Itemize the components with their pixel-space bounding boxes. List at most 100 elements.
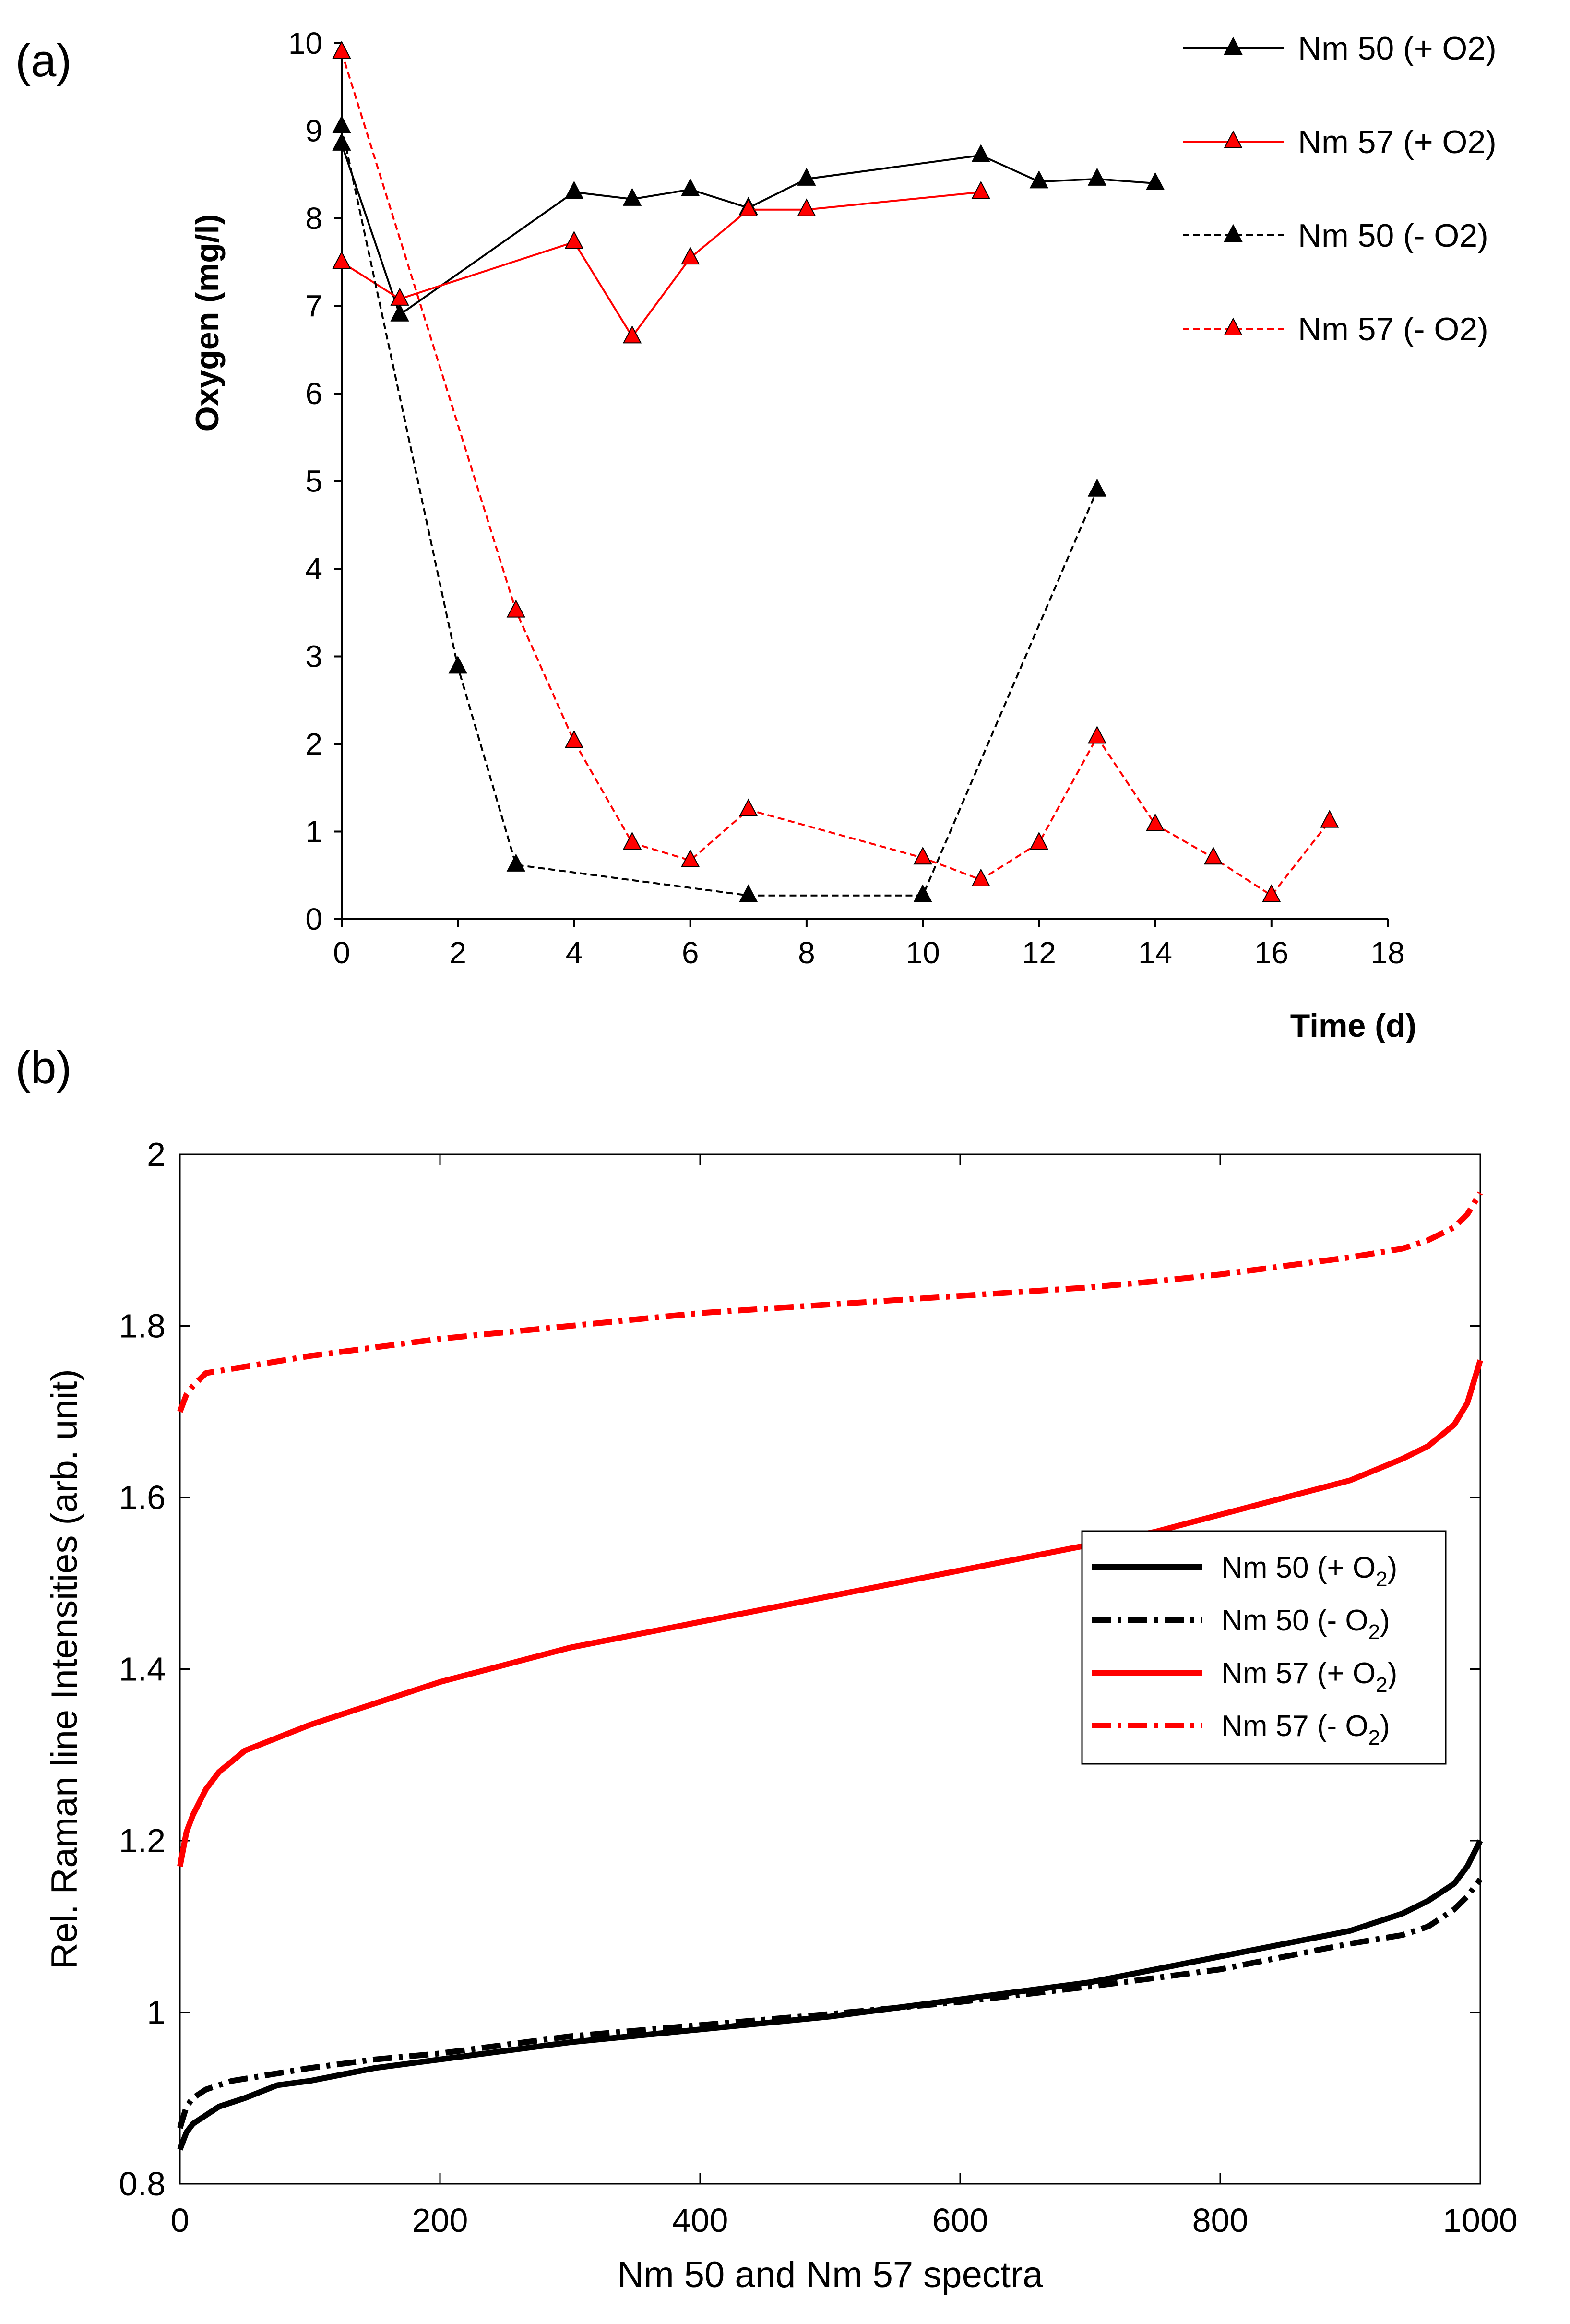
y-tick-label: 3 xyxy=(305,639,322,674)
y-tick-label: 1.6 xyxy=(119,1479,166,1516)
data-point-marker xyxy=(390,303,409,322)
x-tick-label: 800 xyxy=(1192,2202,1249,2239)
data-point-marker xyxy=(564,180,584,199)
y-tick-label: 4 xyxy=(305,551,322,586)
x-axis-title: Nm 50 and Nm 57 spectra xyxy=(617,2254,1043,2295)
y-axis-title: Rel. Raman line Intensities (arb. unit) xyxy=(44,1369,85,1969)
x-tick-label: 600 xyxy=(932,2202,988,2239)
data-point-marker xyxy=(448,656,467,674)
y-tick-label: 1.8 xyxy=(119,1307,166,1345)
legend-label-main: Nm 57 (- O xyxy=(1221,1710,1368,1743)
data-point-marker xyxy=(797,198,816,216)
series-line xyxy=(177,1191,1483,1413)
y-tick-label: 7 xyxy=(305,289,322,323)
data-point-marker xyxy=(332,115,351,133)
y-axis-title: Oxygen (mg/l) xyxy=(189,214,226,431)
data-point-marker xyxy=(622,831,642,850)
data-point-marker xyxy=(1087,168,1107,186)
legend-label-suffix: ) xyxy=(1388,1551,1398,1584)
x-tick-label: 18 xyxy=(1370,935,1404,970)
legend-label-main: Nm 50 (+ O xyxy=(1221,1551,1376,1584)
legend-marker xyxy=(1224,224,1243,242)
series-line xyxy=(341,191,981,338)
x-tick-label: 200 xyxy=(412,2202,468,2239)
series-line xyxy=(341,51,1331,897)
data-point-marker xyxy=(506,599,525,618)
x-tick-label: 400 xyxy=(672,2202,728,2239)
legend-label-main: Nm 57 (+ O xyxy=(1221,1657,1376,1690)
legend-marker xyxy=(1224,317,1243,335)
data-point-marker xyxy=(332,40,351,59)
series-line xyxy=(341,126,1098,897)
y-tick-label: 0.8 xyxy=(119,2165,166,2203)
data-point-marker xyxy=(1029,831,1048,850)
data-point-marker xyxy=(622,325,642,344)
data-point-marker xyxy=(332,132,351,151)
series-line xyxy=(177,1359,1483,1867)
y-tick-label: 9 xyxy=(305,114,322,148)
data-point-marker xyxy=(1145,813,1165,831)
legend-label-subscript: 2 xyxy=(1368,1620,1380,1644)
data-point-marker xyxy=(564,730,584,748)
legend-label: Nm 57 (+ O2) xyxy=(1298,124,1497,160)
legend-label-suffix: ) xyxy=(1380,1710,1390,1743)
legend-marker xyxy=(1224,36,1243,55)
data-point-marker xyxy=(913,884,932,902)
series-line xyxy=(177,1839,1483,2151)
x-tick-label: 12 xyxy=(1022,935,1056,970)
data-point-marker xyxy=(1087,479,1107,497)
legend-label-suffix: ) xyxy=(1380,1604,1390,1637)
data-point-marker xyxy=(797,168,816,186)
data-point-marker xyxy=(681,178,700,196)
legend-label: Nm 57 (+ O2) xyxy=(1221,1657,1397,1697)
legend-label-subscript: 2 xyxy=(1376,1673,1387,1697)
data-point-marker xyxy=(739,198,758,216)
legend-label: Nm 50 (- O2) xyxy=(1298,217,1488,254)
data-point-marker xyxy=(1087,726,1107,744)
data-point-marker xyxy=(681,246,700,265)
legend-label-suffix: ) xyxy=(1388,1657,1398,1690)
x-tick-label: 8 xyxy=(798,935,815,970)
x-tick-label: 2 xyxy=(449,935,466,970)
x-tick-label: 14 xyxy=(1138,935,1172,970)
x-tick-label: 6 xyxy=(682,935,699,970)
y-tick-label: 10 xyxy=(288,26,322,60)
x-tick-label: 1000 xyxy=(1443,2202,1518,2239)
x-tick-label: 0 xyxy=(333,935,350,970)
data-point-marker xyxy=(739,884,758,902)
x-tick-label: 0 xyxy=(171,2202,190,2239)
legend-label-main: Nm 50 (- O xyxy=(1221,1604,1368,1637)
legend-label-subscript: 2 xyxy=(1368,1726,1380,1749)
data-point-marker xyxy=(1204,846,1223,865)
legend-label: Nm 50 (+ O2) xyxy=(1298,30,1497,67)
data-point-marker xyxy=(564,230,584,249)
data-point-marker xyxy=(1320,810,1339,828)
legend-marker xyxy=(1224,130,1243,148)
y-tick-label: 5 xyxy=(305,464,322,499)
y-tick-label: 8 xyxy=(305,201,322,236)
y-tick-label: 2 xyxy=(147,1136,166,1173)
legend-label: Nm 57 (- O2) xyxy=(1221,1710,1390,1749)
panel-b-label: (b) xyxy=(15,1042,72,1093)
y-tick-label: 1.4 xyxy=(119,1651,166,1688)
y-tick-label: 0 xyxy=(305,902,322,936)
series-line xyxy=(177,1877,1483,2129)
legend-label: Nm 50 (+ O2) xyxy=(1221,1551,1397,1591)
legend-label: Nm 57 (- O2) xyxy=(1298,311,1488,347)
data-point-marker xyxy=(971,868,990,886)
data-point-marker xyxy=(390,288,409,306)
panel-a-label: (a) xyxy=(15,35,72,86)
y-tick-label: 6 xyxy=(305,376,322,411)
data-point-marker xyxy=(913,846,932,865)
x-tick-label: 10 xyxy=(906,935,940,970)
x-axis-title: Time (d) xyxy=(1290,1007,1416,1044)
data-point-marker xyxy=(971,180,990,199)
x-tick-label: 4 xyxy=(566,935,583,970)
y-tick-label: 1 xyxy=(147,1994,166,2031)
raman-chart: 0.8 1 1.2 1.4 1.6 1.8 2 0 200 400 600 800 1000 Nm 50 … xyxy=(44,1136,1518,2295)
data-point-marker xyxy=(681,849,700,867)
legend-label-subscript: 2 xyxy=(1376,1568,1387,1591)
data-point-marker xyxy=(332,251,351,269)
